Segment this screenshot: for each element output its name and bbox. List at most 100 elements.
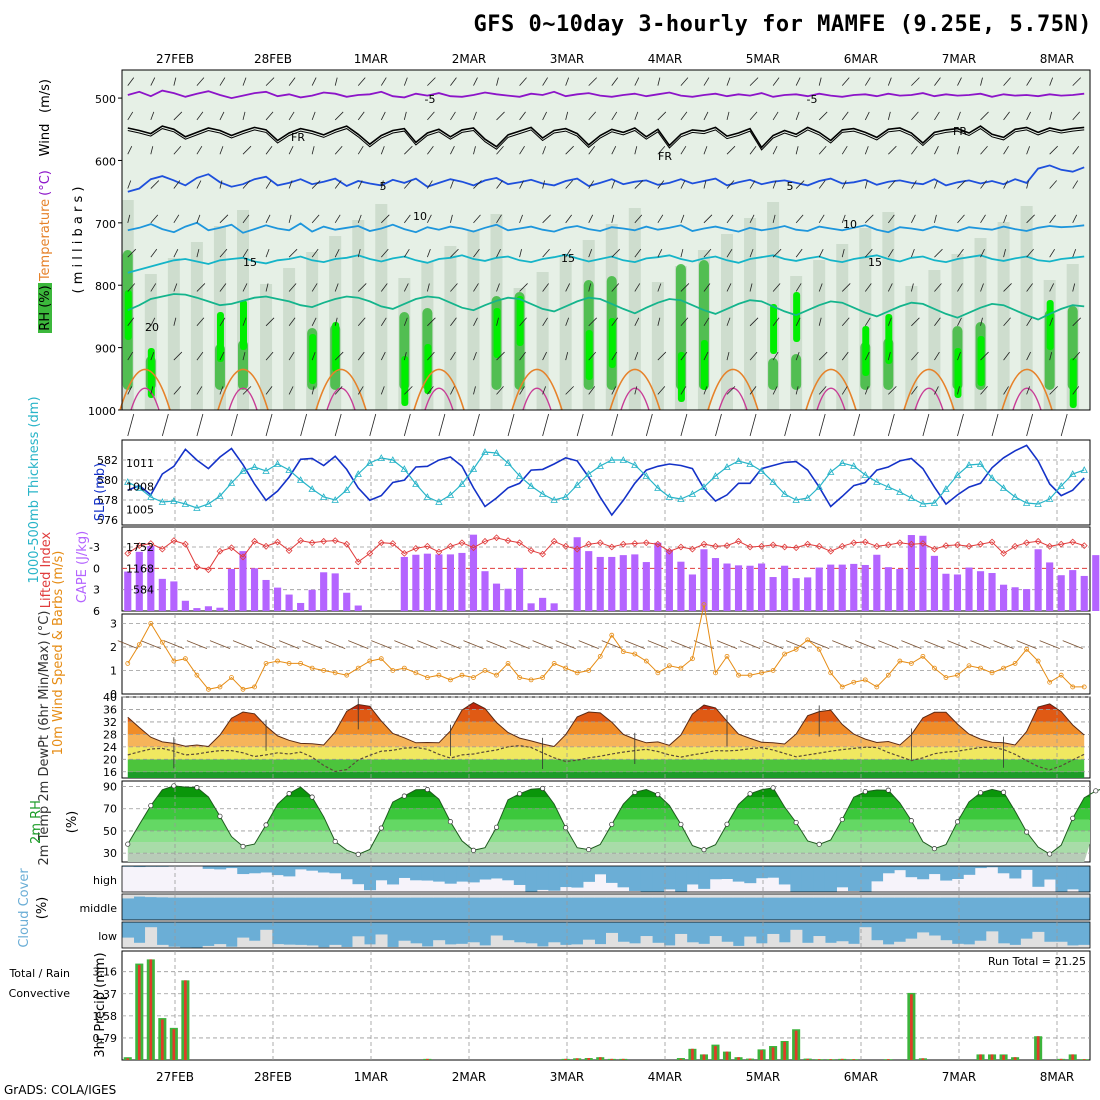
- wind-barb: [496, 283, 500, 292]
- cloud-high-bar: [306, 866, 319, 871]
- wind-barb: [1072, 351, 1081, 361]
- lifted-index-point: [147, 540, 155, 547]
- lifted-index-axis-label: Lifted Index: [39, 531, 54, 608]
- lifted-index-point: [412, 545, 420, 552]
- cloud-high-bar: [340, 866, 353, 880]
- cape-bar: [965, 567, 973, 611]
- cloud-middle-bar: [202, 894, 215, 898]
- date-label-bottom: 7MAR: [942, 1070, 977, 1084]
- wind-barb: [565, 283, 571, 292]
- wind-barb: [127, 111, 134, 121]
- wind-barb: [542, 111, 547, 121]
- wind-speed-point: [620, 649, 626, 655]
- wind-barb: [565, 248, 572, 258]
- wind-barb: [242, 386, 252, 395]
- cloud-middle-bar: [698, 894, 711, 898]
- wind-barb: [542, 317, 548, 326]
- wind-barb: [519, 77, 527, 86]
- wind-barb: [565, 351, 569, 361]
- wind-speed-point: [378, 656, 384, 662]
- wind-barb: [150, 386, 154, 395]
- wind-speed-point: [666, 663, 672, 669]
- wind-barb: [841, 180, 847, 189]
- lifted-index-point: [712, 542, 719, 550]
- wind-barb: [611, 214, 615, 223]
- wind-speed-point: [1035, 658, 1041, 664]
- cloud-low-bar: [283, 944, 296, 948]
- precip-convective-bar: [714, 1046, 717, 1060]
- wind-barb: [150, 111, 155, 121]
- wind-barb: [427, 386, 434, 395]
- rh-shade-bright: [793, 292, 801, 342]
- dewpoint-line: [127, 744, 1085, 773]
- wind-barb: [150, 351, 155, 361]
- precip-convective-bar: [587, 1058, 591, 1060]
- wind-speed-point: [540, 675, 546, 680]
- precip-convective-bar: [829, 1059, 833, 1060]
- date-label-bottom: 1MAR: [354, 1070, 389, 1084]
- cape-bar: [308, 589, 316, 611]
- isotherm-label: -5: [425, 93, 436, 106]
- thickness-point: [412, 480, 420, 487]
- surface-wind-barb: [1026, 413, 1034, 437]
- wind-speed-point: [309, 665, 315, 671]
- wind-10m-barb: [555, 640, 576, 649]
- lifted-index-point: [308, 539, 316, 547]
- precip-convective-bar: [748, 1058, 752, 1060]
- rh-shade-mid: [352, 220, 365, 410]
- cloud-middle-bar: [686, 894, 699, 898]
- cloud-middle-bar: [767, 894, 780, 898]
- wind-speed-point: [551, 661, 557, 666]
- wind-barb: [450, 180, 454, 189]
- precip-convective-bar: [126, 1058, 130, 1060]
- cloud-row-frame: [121, 921, 1091, 949]
- wind-speed-point: [321, 668, 327, 673]
- cloud-high-bar: [582, 866, 595, 882]
- cloud-low-bar: [986, 931, 999, 948]
- cloud-high-bar: [997, 866, 1010, 874]
- cloud-high-bar: [133, 866, 146, 868]
- cloud-high-bar: [951, 866, 964, 879]
- wind-barb: [818, 145, 827, 155]
- cloud-high-bar: [502, 866, 515, 881]
- thickness-point: [250, 463, 259, 470]
- wind-barb: [1003, 111, 1010, 121]
- wind-barb: [934, 351, 940, 361]
- wind-barb: [1003, 386, 1009, 395]
- wind-barb: [1049, 180, 1057, 189]
- lifted-index-line: [127, 537, 1085, 571]
- wind-barb: [657, 145, 666, 155]
- wind-10m-barb: [348, 640, 369, 649]
- wind-barb: [795, 248, 803, 258]
- wind-barb: [380, 351, 386, 361]
- cloud-low-bar: [525, 943, 538, 948]
- warm-contour-inner: [1012, 387, 1042, 411]
- cape-bar: [723, 563, 731, 611]
- wind-barb: [980, 317, 983, 326]
- thickness-point: [746, 460, 754, 467]
- wind-barb: [703, 111, 709, 121]
- cape-bar: [827, 564, 835, 611]
- surface-wind-barb: [749, 413, 757, 437]
- rh-shade-mid: [283, 268, 296, 410]
- date-label-top: 2MAR: [452, 52, 487, 66]
- cloud-unit-label: (%): [35, 897, 50, 920]
- date-label-bottom: 6MAR: [844, 1070, 879, 1084]
- cloud-middle-bar: [871, 894, 884, 898]
- wind-barb: [588, 317, 597, 327]
- lifted-index-point: [216, 547, 224, 555]
- cape-bar: [458, 552, 466, 611]
- wind-barb: [772, 283, 781, 292]
- rh-point: [770, 785, 776, 791]
- wind-barb: [795, 317, 801, 326]
- cape-bar: [1092, 555, 1100, 611]
- surface-wind-barb: [957, 413, 964, 437]
- cloud-middle-bar: [375, 894, 388, 898]
- wind-barb: [127, 146, 133, 155]
- slp-tick: 1005: [126, 504, 154, 517]
- wind-barb: [334, 145, 343, 155]
- cloud-low-bar: [237, 937, 250, 948]
- wind-barb: [311, 214, 320, 224]
- rh-shade-bright: [216, 312, 224, 362]
- rh-point: [1093, 788, 1099, 794]
